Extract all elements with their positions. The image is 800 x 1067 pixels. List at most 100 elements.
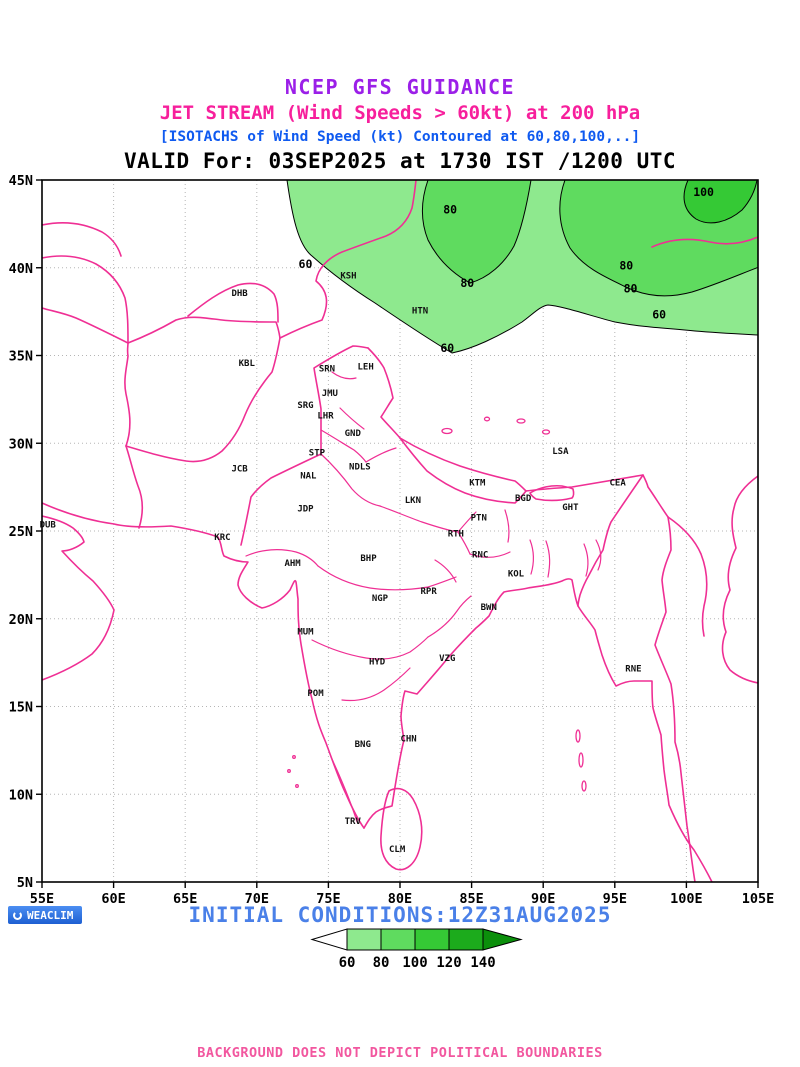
lat-tick-label: 15N xyxy=(9,700,33,716)
state-boundary-path xyxy=(457,531,471,555)
map-plot: 55E 60E 65E 70E 75E 80E 85E 90E 95E 100E 105E 45N 40… xyxy=(9,173,775,971)
weaclim-logo: WEACLIM xyxy=(8,906,83,924)
station-labels-layer: DHB KSH HTN KBL SRN LEH JMU SRG LHR GND STP NDLS JCB… xyxy=(40,271,642,855)
station-label-ngp: NGP xyxy=(372,594,389,604)
lat-tick-label: 40N xyxy=(9,261,33,277)
logo-text: WEACLIM xyxy=(27,908,74,922)
colorbar-tick-label: 60 xyxy=(339,955,356,971)
state-boundary-path xyxy=(529,539,535,575)
lon-tick-label: 65E xyxy=(173,891,197,907)
station-label-mum: MUM xyxy=(297,628,314,638)
lake-outline xyxy=(441,427,453,435)
contour-label: 80 xyxy=(443,202,457,216)
state-boundary-path xyxy=(365,447,397,463)
state-boundary-path xyxy=(341,667,411,702)
isotach-shading-layer xyxy=(286,180,758,354)
station-label-jcb: JCB xyxy=(231,464,248,474)
station-label-lhr: LHR xyxy=(317,412,334,422)
lat-tick-label: 25N xyxy=(9,524,33,540)
state-boundary-path xyxy=(317,565,457,591)
lake-outline xyxy=(483,416,491,422)
coastline-west xyxy=(42,502,365,829)
state-boundary-path xyxy=(583,543,589,577)
lat-tick-label: 30N xyxy=(9,436,33,452)
axis-layer: 55E 60E 65E 70E 75E 80E 85E 90E 95E 100E 105E 45N 40… xyxy=(9,173,775,907)
coastline-oman xyxy=(42,515,115,681)
lon-tick-label: 90E xyxy=(531,891,555,907)
border-path xyxy=(399,437,527,492)
station-label-ktm: KTM xyxy=(469,478,486,488)
lon-tick-label: 105E xyxy=(742,891,775,907)
station-label-ndls: NDLS xyxy=(349,463,371,473)
sri-lanka-outline xyxy=(380,787,423,871)
lat-tick-label: 45N xyxy=(9,173,33,189)
border-path xyxy=(240,345,369,546)
station-label-ahm: AHM xyxy=(284,559,301,569)
station-label-nal: NAL xyxy=(300,471,317,481)
logo-cyclone-icon xyxy=(13,910,22,920)
station-label-pom: POM xyxy=(307,689,324,699)
title-block: NCEP GFS GUIDANCE JET STREAM (Wind Speed… xyxy=(0,76,800,173)
colorbar: 60 80 100 120 140 xyxy=(310,928,523,971)
lon-tick-label: 75E xyxy=(316,891,340,907)
contour-label: 100 xyxy=(693,185,714,199)
lat-tick-label: 20N xyxy=(9,612,33,628)
station-label-rne: RNE xyxy=(625,664,641,674)
state-boundary-path xyxy=(311,636,429,660)
state-boundary-path xyxy=(469,551,511,558)
station-label-jmu: JMU xyxy=(322,389,338,399)
colorbar-over-arrow xyxy=(482,928,523,951)
station-label-dhb: DHB xyxy=(231,289,248,299)
title-valid: VALID For: 03SEP2025 at 1730 IST /1200 U… xyxy=(123,148,676,173)
station-label-bwn: BWN xyxy=(481,603,497,613)
lon-tick-label: 100E xyxy=(670,891,703,907)
colorbar-segment xyxy=(448,928,484,951)
station-label-chn: CHN xyxy=(400,735,416,745)
colorbar-segment xyxy=(380,928,416,951)
station-label-dub: DUB xyxy=(40,520,57,530)
station-label-jdp: JDP xyxy=(297,505,314,515)
station-label-ght: GHT xyxy=(562,503,579,513)
state-boundaries-layer xyxy=(245,371,602,823)
coastline-east xyxy=(363,578,713,882)
station-label-bgd: BGD xyxy=(515,494,532,504)
contour-label: 60 xyxy=(440,341,454,355)
state-boundary-path xyxy=(427,595,472,638)
station-label-rth: RTH xyxy=(448,529,464,539)
border-path xyxy=(279,180,417,339)
disclaimer-text: BACKGROUND DOES NOT DEPICT POLITICAL BOU… xyxy=(197,1045,603,1061)
station-label-srg: SRG xyxy=(297,401,313,411)
title-isotachs: [ISOTACHS of Wind Speed (kt) Contoured a… xyxy=(159,128,641,145)
colorbar-under-arrow xyxy=(310,928,348,951)
colorbar-tick-label: 120 xyxy=(436,955,461,971)
station-label-rnc: RNC xyxy=(472,550,488,560)
station-label-leh: LEH xyxy=(357,363,373,373)
state-boundary-path xyxy=(457,511,477,533)
lon-tick-label: 60E xyxy=(101,891,125,907)
island-outline xyxy=(578,752,584,768)
state-boundary-path xyxy=(330,756,358,823)
geography-boundaries-layer xyxy=(42,180,758,882)
station-label-bng: BNG xyxy=(355,740,371,750)
colorbar-tick-label: 100 xyxy=(402,955,427,971)
border-path xyxy=(42,307,129,344)
station-label-gnd: GND xyxy=(345,429,362,439)
border-path xyxy=(667,516,708,637)
contour-label: 60 xyxy=(299,257,313,271)
isotach-100-region xyxy=(683,180,758,224)
station-label-ptn: PTN xyxy=(471,513,487,523)
border-path xyxy=(124,342,131,447)
border-path xyxy=(577,474,644,607)
station-label-clm: CLM xyxy=(389,845,406,855)
state-boundary-path xyxy=(320,453,381,507)
border-path xyxy=(525,474,669,518)
station-label-hyd: HYD xyxy=(369,657,386,667)
lon-tick-label: 85E xyxy=(459,891,483,907)
state-boundary-path xyxy=(504,509,510,543)
station-label-lsa: LSA xyxy=(552,447,569,457)
state-boundary-path xyxy=(379,505,459,533)
state-boundary-path xyxy=(595,539,602,571)
station-label-htn: HTN xyxy=(412,306,428,316)
state-boundary-path xyxy=(245,549,319,567)
border-path xyxy=(367,347,401,439)
